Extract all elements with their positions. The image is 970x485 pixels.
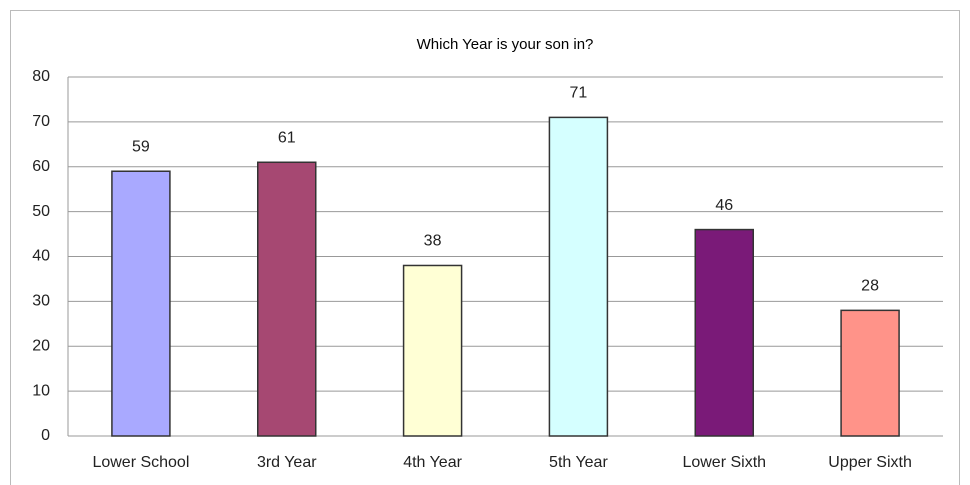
x-tick-label: 5th Year <box>549 454 608 471</box>
data-label: 59 <box>132 138 150 155</box>
data-label: 28 <box>861 278 879 295</box>
bar <box>111 170 171 437</box>
x-tick-label: Lower School <box>92 454 189 471</box>
x-tick-label: 3rd Year <box>257 454 317 471</box>
x-tick-label: 4th Year <box>403 454 462 471</box>
data-label: 46 <box>715 197 733 214</box>
x-tick-label: Lower Sixth <box>682 454 766 471</box>
chart-title: Which Year is your son in? <box>417 36 594 53</box>
y-tick-label: 30 <box>32 293 50 310</box>
bar <box>402 264 463 437</box>
y-tick-label: 0 <box>41 427 50 444</box>
x-tick-label: Upper Sixth <box>828 454 912 471</box>
data-label: 71 <box>570 85 588 102</box>
y-tick-label: 20 <box>32 337 50 354</box>
bar <box>548 116 609 437</box>
data-label: 61 <box>278 129 296 146</box>
bar <box>257 161 317 437</box>
bar <box>694 228 754 437</box>
y-tick-label: 80 <box>32 68 50 85</box>
bar <box>840 309 900 437</box>
y-tick-label: 70 <box>32 113 50 130</box>
data-label: 38 <box>424 233 442 250</box>
y-tick-label: 10 <box>32 382 50 399</box>
y-tick-label: 40 <box>32 248 50 265</box>
y-tick-label: 50 <box>32 203 50 220</box>
y-tick-label: 60 <box>32 158 50 175</box>
